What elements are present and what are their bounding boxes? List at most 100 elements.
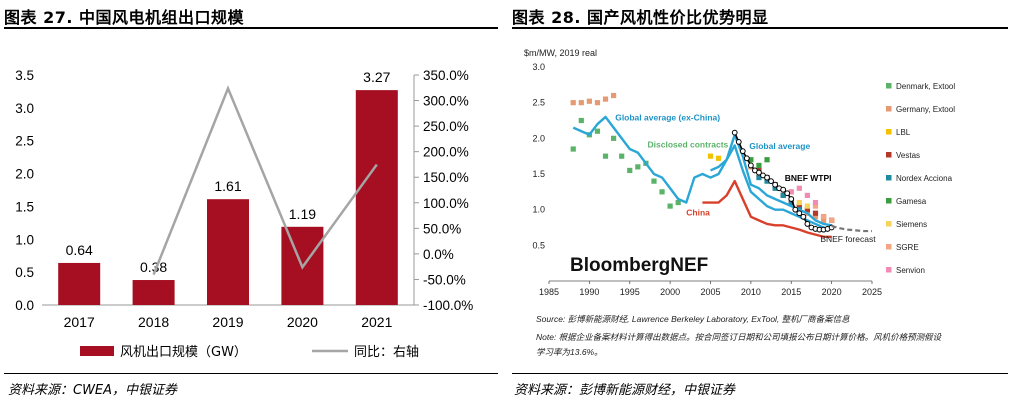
- x-tick: 1990: [579, 287, 599, 297]
- scatter-point-gamesa: [748, 157, 754, 163]
- bar-data-label: 1.19: [289, 206, 316, 222]
- x-tick-label: 2017: [64, 314, 95, 330]
- left-y-tick: 1.5: [15, 199, 34, 214]
- annotation-global-ex-china: Global average (ex-China): [615, 113, 720, 123]
- bar-2019: [207, 199, 249, 305]
- right-y-tick: 0.0%: [423, 247, 454, 262]
- left-y-tick: 0.5: [15, 265, 34, 280]
- right-title-rule: [512, 27, 1008, 29]
- scatter-point-denmark-extool: [611, 135, 617, 141]
- scatter-point-germany-extool: [812, 214, 819, 220]
- legend-label: Germany, Extool: [896, 105, 955, 114]
- scatter-point-germany-extool: [602, 96, 609, 102]
- series-line-global-average: [710, 133, 832, 227]
- right-chart: $m/MW, 2019 real 0.5 1.0 1.5 2.0 2.5 3.0 1985 19…: [524, 48, 955, 357]
- right-y-tick: 350.0%: [423, 68, 469, 83]
- wtpi-point: [735, 139, 742, 145]
- legend-swatch: [886, 198, 892, 204]
- scatter-point-germany-extool: [611, 92, 617, 99]
- legend-label: Denmark, Extool: [896, 82, 955, 91]
- x-tick-label: 2021: [361, 314, 392, 330]
- left-chart: 0.0 0.5 1.0 1.5 2.0 2.5 3.0 3.5 -100.0% -50.0% 0.0…: [15, 68, 473, 360]
- scatter-point-lbl: [707, 153, 714, 159]
- y-tick: 0.5: [532, 240, 545, 250]
- right-source-rule: [512, 373, 1008, 374]
- bar-2021: [355, 90, 398, 305]
- legend-swatch: [886, 175, 892, 181]
- left-y-tick: 2.0: [15, 167, 34, 182]
- scatter-point-denmark-extool: [594, 128, 601, 134]
- scatter-point-siemens: [804, 203, 810, 209]
- wtpi-point: [788, 196, 795, 202]
- scatter-point-sgre: [820, 214, 827, 220]
- wtpi-point: [804, 221, 811, 227]
- bloomberg-watermark: BloombergNEF: [570, 255, 708, 276]
- scatter-point-denmark-extool: [651, 178, 657, 184]
- series-line-global-average-ex-china-: [572, 115, 832, 231]
- scatter-point-denmark-extool: [659, 189, 665, 195]
- left-title-rule: [4, 27, 498, 29]
- annotation-bnef-wtpi: BNEF WTPI: [785, 173, 832, 183]
- x-tick: 2010: [741, 287, 761, 297]
- scatter-point-germany-extool: [586, 98, 592, 104]
- scatter-point-nordex-acciona: [780, 192, 786, 198]
- x-tick: 1995: [620, 287, 640, 297]
- legend-label: LBL: [896, 128, 911, 137]
- x-tick-label: 2019: [212, 314, 243, 330]
- x-tick: 2020: [822, 287, 842, 297]
- wtpi-point: [792, 206, 799, 213]
- legend-swatch: [886, 106, 892, 112]
- scatter-point-germany-extool: [594, 100, 601, 106]
- wtpi-point: [780, 186, 787, 193]
- left-y-tick: 0.0: [15, 298, 34, 313]
- legend-label: Siemens: [896, 220, 927, 229]
- scatter-point-germany-extool: [578, 100, 584, 106]
- legend-bar-label: 风机出口规模（GW）: [120, 345, 247, 360]
- right-y-tick: 150.0%: [423, 170, 469, 185]
- legend-line-label: 同比：右轴: [354, 345, 419, 360]
- y-tick: 2.5: [532, 98, 545, 108]
- scatter-point-denmark-extool: [570, 146, 576, 152]
- right-y-tick: 50.0%: [423, 221, 461, 236]
- legend-swatch: [886, 152, 892, 158]
- left-y-tick: 3.5: [15, 68, 34, 83]
- legend-swatch: [886, 83, 892, 89]
- footnote-source: Source: 彭博新能源财经, Lawrence Berkeley Labor…: [536, 314, 850, 324]
- scatter-point-denmark-extool: [675, 199, 681, 206]
- scatter-point-senvion: [804, 192, 810, 198]
- right-y-tick: 250.0%: [423, 119, 469, 134]
- right-y-tick: 200.0%: [423, 145, 469, 160]
- scatter-point-denmark-extool: [627, 167, 633, 174]
- series-line-bnef-forecast: [831, 225, 872, 233]
- right-y-tick: 100.0%: [423, 196, 469, 211]
- scatter-point-lbl: [715, 155, 722, 161]
- left-chart-title: 图表 27. 中国风电机组出口规模: [4, 8, 244, 27]
- scatter-point-vestas: [812, 210, 819, 216]
- wtpi-point: [784, 190, 791, 197]
- annotation-disclosed: Disclosed contracts: [648, 140, 729, 150]
- bar-data-label: 0.38: [140, 259, 167, 275]
- footnote-note-cont: 学习率为13.6%。: [536, 347, 603, 357]
- wtpi-point: [800, 213, 807, 220]
- bar-2017: [58, 262, 101, 305]
- scatter-point-denmark-extool: [667, 203, 673, 209]
- legend-label: Vestas: [896, 151, 920, 160]
- x-tick: 1985: [539, 287, 559, 297]
- right-y-tick: -50.0%: [423, 272, 466, 287]
- scatter-point-senvion: [796, 185, 802, 191]
- bar-data-label: 3.27: [363, 69, 390, 85]
- legend-swatch: [886, 129, 892, 135]
- y-tick: 3.0: [532, 62, 545, 72]
- left-y-tick: 1.0: [15, 232, 34, 247]
- y-tick: 1.0: [532, 205, 545, 215]
- scatter-point-sgre: [829, 217, 835, 223]
- legend-label: Senvion: [896, 266, 925, 275]
- x-tick-label: 2018: [138, 314, 169, 330]
- wtpi-point: [739, 148, 746, 155]
- scatter-point-gamesa: [764, 157, 770, 163]
- bar-data-label: 0.64: [66, 242, 93, 258]
- scatter-point-nordex-acciona: [756, 174, 762, 181]
- wtpi-point: [772, 181, 779, 188]
- wtpi-point: [747, 162, 754, 169]
- wtpi-point: [796, 210, 803, 217]
